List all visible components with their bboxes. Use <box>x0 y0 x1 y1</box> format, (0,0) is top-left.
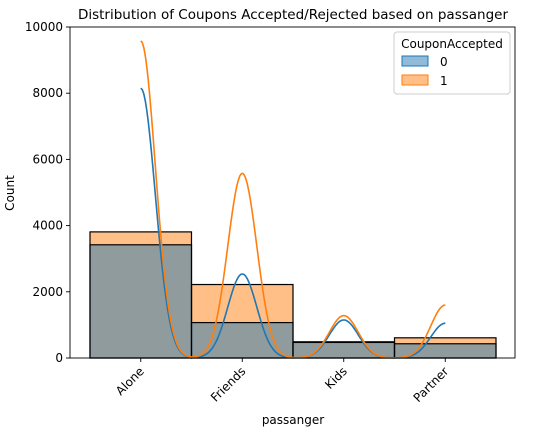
chart-title: Distribution of Coupons Accepted/Rejecte… <box>78 7 509 23</box>
legend: CouponAccepted 0 1 <box>393 31 511 95</box>
bar-0-friends <box>190 321 294 359</box>
y-tick-label-0: 0 <box>55 351 63 365</box>
plot-frame <box>69 26 516 359</box>
legend-swatch-0 <box>401 55 429 67</box>
y-axis-label: Count <box>3 175 17 211</box>
legend-label-1: 1 <box>440 74 448 88</box>
legend-label-0: 0 <box>440 55 448 69</box>
y-axis: 0 2000 4000 6000 8000 10000 <box>25 20 70 365</box>
y-tick-label-10000: 10000 <box>25 20 63 34</box>
bars-layer <box>89 231 497 359</box>
legend-title: CouponAccepted <box>401 37 503 51</box>
x-tick-label-partner: Partner <box>411 364 452 405</box>
x-axis: Alone Friends Kids Partner <box>113 358 451 405</box>
legend-swatch-1 <box>401 74 429 86</box>
x-tick-label-kids: Kids <box>322 364 350 392</box>
y-tick-label-8000: 8000 <box>32 86 63 100</box>
y-tick-label-4000: 4000 <box>32 219 63 233</box>
x-axis-label: passanger <box>262 413 324 427</box>
x-tick-label-alone: Alone <box>113 364 147 398</box>
y-tick-label-2000: 2000 <box>32 285 63 299</box>
x-tick-label-friends: Friends <box>208 364 248 404</box>
y-tick-label-6000: 6000 <box>32 152 63 166</box>
